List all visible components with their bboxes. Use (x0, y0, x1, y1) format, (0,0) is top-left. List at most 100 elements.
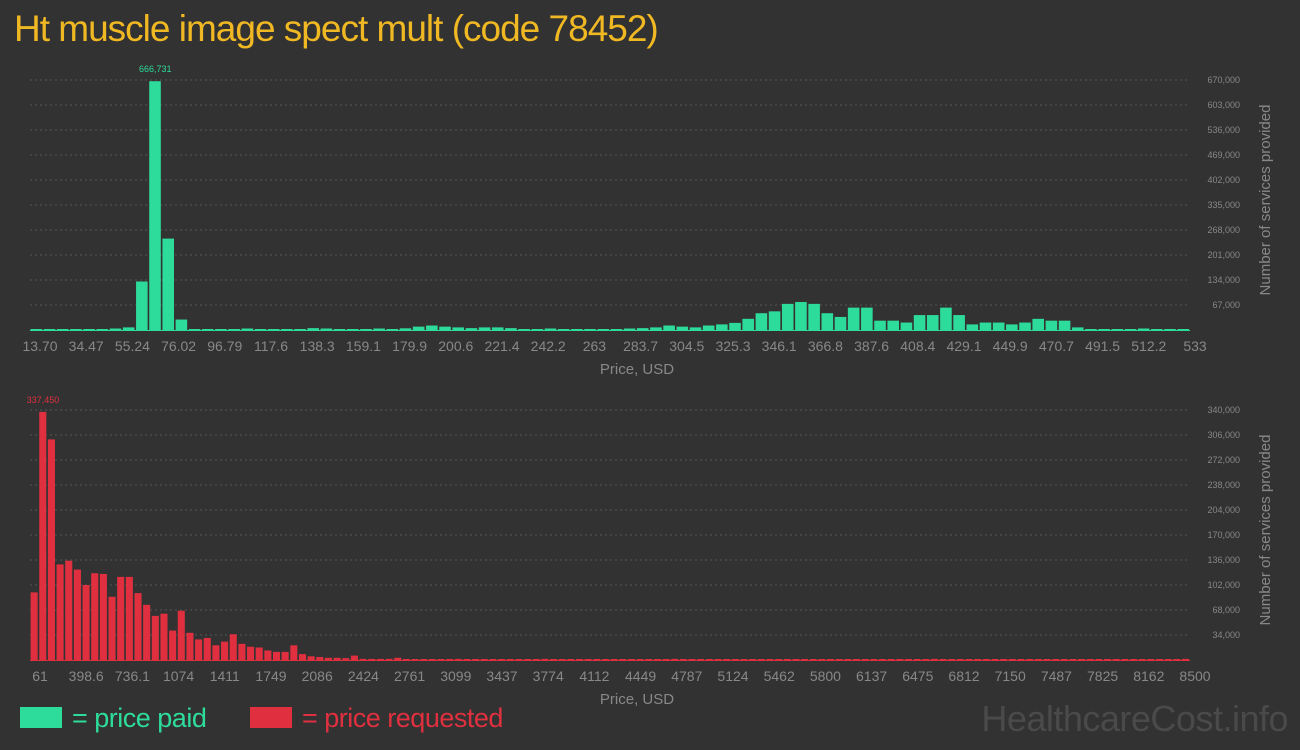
x-tick-label: 346.1 (762, 338, 797, 354)
y-tick-label: 204,000 (1207, 505, 1240, 515)
bar (254, 329, 267, 330)
y-tick-label: 340,000 (1207, 405, 1240, 415)
bar (1086, 659, 1094, 660)
x-tick-label: 7825 (1087, 668, 1118, 684)
bar (201, 329, 214, 330)
x-tick-label: 2761 (394, 668, 425, 684)
y-tick-label: 335,000 (1207, 200, 1240, 210)
bar (723, 659, 731, 660)
bar (108, 596, 116, 660)
bar (575, 659, 584, 660)
x-tick-label: 4112 (579, 668, 609, 684)
bar (896, 659, 904, 660)
bar (861, 659, 869, 660)
bar (143, 604, 151, 660)
bar (870, 659, 878, 660)
bar (480, 659, 488, 660)
x-tick-label: 2086 (302, 668, 333, 684)
bar (1151, 329, 1163, 330)
bar (73, 569, 81, 660)
bar (43, 329, 56, 330)
bar (1043, 659, 1051, 660)
bar (766, 659, 774, 660)
bar (428, 659, 436, 660)
legend-paid-swatch (20, 707, 62, 729)
bar (821, 313, 834, 330)
bar (940, 307, 952, 330)
chart-title: Ht muscle image spect mult (code 78452) (14, 8, 659, 49)
bar (716, 324, 728, 330)
bar (1078, 659, 1086, 660)
bar (65, 560, 73, 660)
bar (1045, 320, 1058, 330)
y-tick-label: 272,000 (1207, 455, 1240, 465)
y-tick-label: 402,000 (1207, 175, 1240, 185)
bar (749, 659, 757, 660)
bar (808, 303, 820, 330)
bar (70, 329, 82, 330)
bar (452, 327, 464, 330)
legend-requested-swatch (250, 707, 292, 729)
y-tick-label: 170,000 (1207, 530, 1240, 540)
bar (1052, 659, 1060, 660)
bar (645, 659, 653, 660)
x-tick-label: 4449 (625, 668, 656, 684)
bar (775, 659, 783, 660)
bar (1164, 329, 1176, 330)
bar (705, 659, 713, 660)
bar (953, 315, 965, 330)
x-tick-label: 8162 (1133, 668, 1164, 684)
bar (567, 659, 575, 660)
bar (290, 645, 298, 660)
bar (385, 658, 393, 660)
x-tick-label: 4787 (671, 668, 702, 684)
bar (386, 329, 399, 330)
bar (688, 659, 696, 660)
x-tick-label: 491.5 (1085, 338, 1120, 354)
bar (1147, 659, 1155, 660)
bar (979, 322, 992, 330)
bar (177, 610, 185, 660)
x-tick-label: 512.2 (1131, 338, 1166, 354)
bar (992, 322, 1005, 330)
bar (1138, 659, 1146, 660)
x-tick-label: 2424 (348, 668, 379, 684)
bar (136, 281, 148, 330)
y-tick-label: 670,000 (1207, 75, 1240, 85)
bar (650, 327, 662, 330)
bar (376, 658, 384, 660)
y-tick-label: 34,000 (1212, 630, 1240, 640)
bar (39, 411, 47, 660)
bar (316, 657, 324, 660)
bar (1008, 659, 1016, 660)
bar (151, 615, 159, 660)
bar (900, 322, 913, 330)
bar (320, 328, 333, 330)
bar (394, 657, 402, 660)
bar (1181, 658, 1189, 660)
bar (584, 659, 592, 660)
bar (186, 632, 194, 660)
legend-paid: = price paid (20, 703, 207, 734)
x-tick-label: 6475 (902, 668, 933, 684)
bar (99, 573, 107, 660)
bar (411, 659, 419, 660)
x-tick-label: 283.7 (623, 338, 658, 354)
bar (610, 329, 623, 330)
chart-price-paid: 67,000 134,000 201,000 268,000 335,000 402,00… (22, 64, 1274, 378)
bar (333, 329, 346, 330)
x-tick-label: 470.7 (1039, 338, 1074, 354)
bar (1164, 659, 1172, 660)
x-tick-label: 5462 (764, 668, 795, 684)
bar (768, 311, 781, 330)
x-tick-label: 7487 (1041, 668, 1072, 684)
x-axis-label: Price, USD (600, 691, 674, 708)
bar (294, 329, 306, 330)
bar (847, 307, 860, 330)
bar (982, 659, 990, 660)
bar (827, 659, 835, 660)
bar (1019, 322, 1031, 330)
bar (360, 329, 372, 330)
bar (267, 329, 280, 330)
